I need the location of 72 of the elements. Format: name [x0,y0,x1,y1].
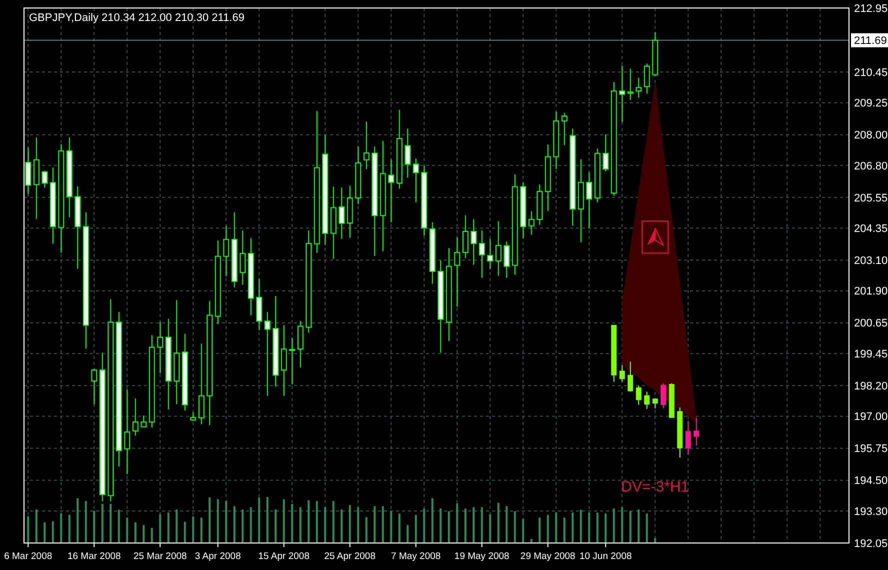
y-tick-label: 199.45 [854,348,888,360]
x-tick-label: 7 May 2008 [391,551,441,562]
candlestick [91,368,98,405]
candlestick [412,158,419,203]
candlestick [487,238,494,270]
y-tick-label: 195.75 [854,443,888,456]
candlestick [561,112,568,146]
candlestick [602,134,609,172]
y-tick-label: 212.95 [854,2,888,15]
y-tick-label: 197.00 [854,411,888,424]
y-tick-label: 210.45 [854,66,888,79]
candlestick [470,218,477,266]
candlestick [289,337,296,385]
y-tick-label: 204.35 [854,222,888,235]
candlestick [528,210,534,236]
candlestick [495,220,502,276]
candlestick [454,236,460,308]
candlestick [404,128,411,178]
candlestick [586,172,592,229]
y-tick-label: 193.30 [854,506,888,518]
candlestick [652,398,658,409]
candlestick [694,417,700,446]
candlestick [636,385,642,406]
candlestick [42,170,48,188]
candlestick [627,68,634,100]
candlestick [644,63,650,94]
x-tick-label: 25 Mar 2008 [133,551,187,562]
candlestick [644,391,650,410]
y-tick-label: 194.50 [854,475,888,488]
x-tick-label: 6 Mar 2008 [4,551,52,562]
y-tick-label: 201.90 [854,286,888,298]
x-tick-label: 29 May 2008 [520,551,576,562]
y-tick-label: 206.80 [854,160,888,172]
x-tick-label: 16 Mar 2008 [67,551,121,562]
candlestick [619,65,626,122]
candlestick [264,311,270,396]
x-tick-label: 15 Apr 2008 [258,551,310,562]
candlestick [619,364,625,382]
candlestick [628,361,634,392]
x-tick-label: 25 Apr 2008 [324,551,376,562]
chart-title: GBPJPY,Daily 210.34 212.00 210.30 211.69 [29,12,244,24]
candlestick [240,230,246,286]
candlestick [462,214,468,259]
x-tick-label: 10 Jun 2008 [579,551,632,562]
candlestick [157,321,164,374]
candlestick [198,343,204,425]
candlestick [660,382,666,409]
y-tick-label: 203.10 [854,254,888,267]
y-tick-label: 198.20 [854,380,888,392]
candlestick [223,226,230,277]
candlestick [388,158,394,223]
candlestick [478,230,485,278]
x-tick-label: 3 Apr 2008 [194,551,241,562]
y-tick-label: 209.25 [854,98,888,110]
y-tick-label: 205.55 [854,192,888,204]
candlestick [338,186,345,240]
candlestick [636,77,642,98]
annotation: DV=-3*H1 [621,478,690,496]
candlestick [685,420,691,456]
x-tick-label: 19 May 2008 [454,551,510,562]
candlestick [363,121,370,170]
y-tick-label: 192.05 [854,538,888,550]
candlestick [280,324,287,396]
y-tick-label: 208.00 [854,130,888,142]
candlestick [124,388,130,475]
candlestick [256,278,262,331]
candlestick [297,320,304,368]
candlestick [140,415,147,428]
ref-line-label: 211.69 [854,35,887,48]
candlestick [504,240,510,278]
candlestick [132,398,138,436]
y-tick-label: 200.65 [854,318,888,330]
